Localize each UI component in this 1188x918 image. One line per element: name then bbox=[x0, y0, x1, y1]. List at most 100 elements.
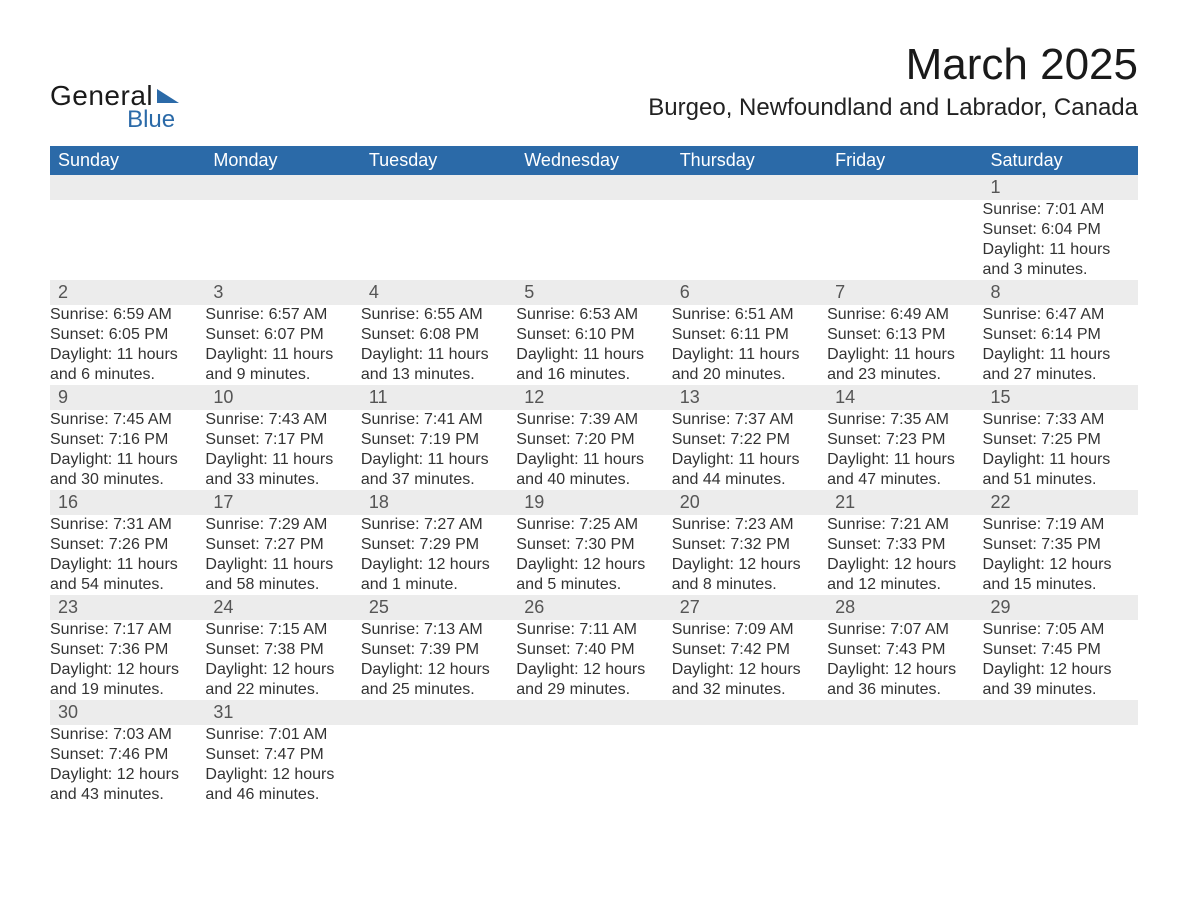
detail-line: Sunset: 6:04 PM bbox=[983, 220, 1138, 240]
detail-cell: Sunrise: 7:25 AMSunset: 7:30 PMDaylight:… bbox=[516, 515, 671, 595]
daynum-cell: 23 bbox=[50, 595, 205, 620]
detail-line: Sunset: 7:38 PM bbox=[205, 640, 360, 660]
detail-line: Sunset: 6:10 PM bbox=[516, 325, 671, 345]
detail-line: Sunset: 7:22 PM bbox=[672, 430, 827, 450]
daynum-cell: 29 bbox=[983, 595, 1138, 620]
detail-line: and 12 minutes. bbox=[827, 575, 982, 595]
detail-line: and 20 minutes. bbox=[672, 365, 827, 385]
detail-line: and 39 minutes. bbox=[983, 680, 1138, 700]
detail-line: Daylight: 11 hours bbox=[983, 345, 1138, 365]
detail-cell bbox=[516, 200, 671, 280]
detail-line: Sunset: 7:47 PM bbox=[205, 745, 360, 765]
detail-line: and 16 minutes. bbox=[516, 365, 671, 385]
detail-line: Sunset: 6:13 PM bbox=[827, 325, 982, 345]
detail-line: and 46 minutes. bbox=[205, 785, 360, 805]
detail-cell: Sunrise: 7:31 AMSunset: 7:26 PMDaylight:… bbox=[50, 515, 205, 595]
daynum-cell: 12 bbox=[516, 385, 671, 410]
day-number: 22 bbox=[983, 490, 1138, 515]
detail-line: Daylight: 11 hours bbox=[50, 555, 205, 575]
detail-line: Sunrise: 6:51 AM bbox=[672, 305, 827, 325]
day-number: 25 bbox=[361, 595, 516, 620]
detail-row: Sunrise: 6:59 AMSunset: 6:05 PMDaylight:… bbox=[50, 305, 1138, 385]
detail-cell bbox=[50, 200, 205, 280]
day-number: 12 bbox=[516, 385, 671, 410]
detail-line: Sunset: 6:14 PM bbox=[983, 325, 1138, 345]
detail-cell: Sunrise: 7:41 AMSunset: 7:19 PMDaylight:… bbox=[361, 410, 516, 490]
day-number: 4 bbox=[361, 280, 516, 305]
detail-line: Sunrise: 6:55 AM bbox=[361, 305, 516, 325]
detail-line: Sunset: 7:40 PM bbox=[516, 640, 671, 660]
detail-cell: Sunrise: 7:19 AMSunset: 7:35 PMDaylight:… bbox=[983, 515, 1138, 595]
detail-cell: Sunrise: 7:45 AMSunset: 7:16 PMDaylight:… bbox=[50, 410, 205, 490]
detail-cell bbox=[983, 725, 1138, 805]
detail-cell: Sunrise: 7:11 AMSunset: 7:40 PMDaylight:… bbox=[516, 620, 671, 700]
day-number: 17 bbox=[205, 490, 360, 515]
daynum-row: 9101112131415 bbox=[50, 385, 1138, 410]
detail-line: Sunrise: 7:37 AM bbox=[672, 410, 827, 430]
detail-line: Daylight: 12 hours bbox=[983, 660, 1138, 680]
detail-line: Daylight: 12 hours bbox=[983, 555, 1138, 575]
daynum-row: 3031 bbox=[50, 700, 1138, 725]
day-number: 13 bbox=[672, 385, 827, 410]
detail-line: Daylight: 11 hours bbox=[50, 345, 205, 365]
detail-line: Daylight: 12 hours bbox=[361, 660, 516, 680]
daynum-cell bbox=[672, 700, 827, 725]
detail-line: Sunrise: 7:33 AM bbox=[983, 410, 1138, 430]
detail-line: Sunset: 7:25 PM bbox=[983, 430, 1138, 450]
detail-line: Daylight: 11 hours bbox=[516, 345, 671, 365]
detail-line: and 47 minutes. bbox=[827, 470, 982, 490]
day-number: 15 bbox=[983, 385, 1138, 410]
daynum-cell: 3 bbox=[205, 280, 360, 305]
detail-line: Sunrise: 6:47 AM bbox=[983, 305, 1138, 325]
day-number: 1 bbox=[983, 175, 1138, 200]
daynum-cell bbox=[361, 700, 516, 725]
detail-line: Daylight: 11 hours bbox=[361, 450, 516, 470]
detail-cell bbox=[361, 725, 516, 805]
detail-line: and 51 minutes. bbox=[983, 470, 1138, 490]
month-title: March 2025 bbox=[648, 40, 1138, 90]
logo: General Blue bbox=[50, 40, 179, 134]
detail-line: Sunset: 7:43 PM bbox=[827, 640, 982, 660]
detail-line: Daylight: 11 hours bbox=[827, 450, 982, 470]
detail-cell: Sunrise: 6:59 AMSunset: 6:05 PMDaylight:… bbox=[50, 305, 205, 385]
detail-cell: Sunrise: 6:55 AMSunset: 6:08 PMDaylight:… bbox=[361, 305, 516, 385]
daynum-cell: 4 bbox=[361, 280, 516, 305]
detail-line: and 23 minutes. bbox=[827, 365, 982, 385]
daynum-cell: 11 bbox=[361, 385, 516, 410]
detail-cell bbox=[672, 200, 827, 280]
day-number: 30 bbox=[50, 700, 205, 725]
daynum-cell: 1 bbox=[983, 175, 1138, 200]
detail-line: and 37 minutes. bbox=[361, 470, 516, 490]
day-number: 24 bbox=[205, 595, 360, 620]
detail-line: and 13 minutes. bbox=[361, 365, 516, 385]
detail-line: Sunrise: 7:17 AM bbox=[50, 620, 205, 640]
detail-line: Sunset: 7:32 PM bbox=[672, 535, 827, 555]
detail-row: Sunrise: 7:31 AMSunset: 7:26 PMDaylight:… bbox=[50, 515, 1138, 595]
daynum-cell bbox=[983, 700, 1138, 725]
daynum-cell: 24 bbox=[205, 595, 360, 620]
detail-cell: Sunrise: 7:09 AMSunset: 7:42 PMDaylight:… bbox=[672, 620, 827, 700]
detail-cell: Sunrise: 6:47 AMSunset: 6:14 PMDaylight:… bbox=[983, 305, 1138, 385]
day-number: 19 bbox=[516, 490, 671, 515]
day-number: 10 bbox=[205, 385, 360, 410]
detail-line: Sunrise: 7:39 AM bbox=[516, 410, 671, 430]
detail-line: and 1 minute. bbox=[361, 575, 516, 595]
detail-row: Sunrise: 7:45 AMSunset: 7:16 PMDaylight:… bbox=[50, 410, 1138, 490]
detail-cell: Sunrise: 7:23 AMSunset: 7:32 PMDaylight:… bbox=[672, 515, 827, 595]
detail-cell: Sunrise: 7:01 AMSunset: 7:47 PMDaylight:… bbox=[205, 725, 360, 805]
daynum-cell: 17 bbox=[205, 490, 360, 515]
detail-cell: Sunrise: 6:49 AMSunset: 6:13 PMDaylight:… bbox=[827, 305, 982, 385]
detail-line: Sunrise: 7:41 AM bbox=[361, 410, 516, 430]
detail-line: Daylight: 11 hours bbox=[205, 450, 360, 470]
detail-line: Sunrise: 7:25 AM bbox=[516, 515, 671, 535]
detail-line: Sunrise: 7:05 AM bbox=[983, 620, 1138, 640]
daynum-cell: 14 bbox=[827, 385, 982, 410]
detail-line: Sunrise: 7:19 AM bbox=[983, 515, 1138, 535]
detail-line: and 36 minutes. bbox=[827, 680, 982, 700]
detail-line: Sunrise: 6:53 AM bbox=[516, 305, 671, 325]
detail-line: Daylight: 12 hours bbox=[50, 765, 205, 785]
detail-line: and 19 minutes. bbox=[50, 680, 205, 700]
detail-line: and 25 minutes. bbox=[361, 680, 516, 700]
detail-cell: Sunrise: 7:37 AMSunset: 7:22 PMDaylight:… bbox=[672, 410, 827, 490]
daynum-cell: 2 bbox=[50, 280, 205, 305]
